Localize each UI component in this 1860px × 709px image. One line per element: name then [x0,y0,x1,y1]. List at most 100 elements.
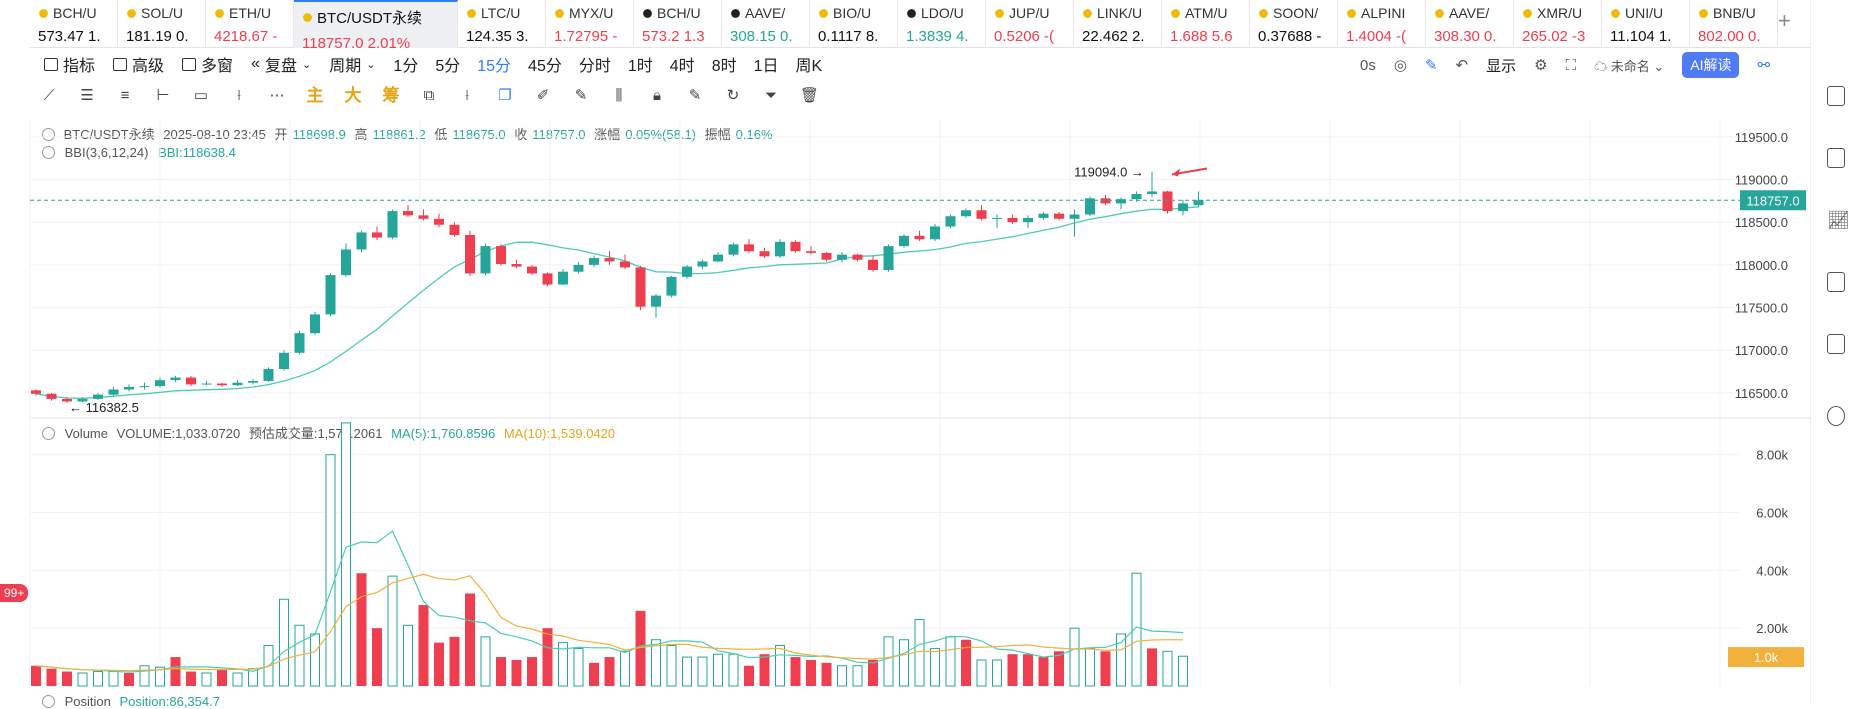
symbol-tab[interactable]: ALPINI 1.4004 -( [1338,0,1426,48]
volume-bar[interactable] [744,665,754,686]
symbol-tab[interactable]: AAVE/308.30 0. [1426,0,1514,48]
volume-bar[interactable] [883,636,894,687]
volume-bar[interactable] [31,665,41,686]
candle-body[interactable] [713,254,723,262]
period-dropdown[interactable]: 周期 ⌄ [329,52,375,76]
candle-body[interactable] [201,383,212,385]
volume-bar[interactable] [604,657,615,686]
volume-bar[interactable] [666,645,677,687]
big-order-button[interactable]: 大 [344,86,362,105]
candle-body[interactable] [294,333,305,353]
candle-body[interactable] [837,254,847,260]
volume-bar[interactable] [310,633,320,687]
candle-body[interactable] [108,389,119,395]
volume-bar[interactable] [387,575,398,687]
volume-bar[interactable] [759,654,770,686]
volume-bar[interactable] [108,671,119,687]
symbol-tab[interactable]: BTC/USDT永续 118757.0 2.01% [294,0,458,48]
candle-body[interactable] [976,210,987,219]
candle-settings-icon[interactable]: ⫼ [615,87,623,104]
candle-body[interactable] [620,261,630,268]
volume-bar[interactable] [186,671,196,686]
volume-bar[interactable] [620,650,630,687]
candle-body[interactable] [139,386,150,388]
volume-bar[interactable] [1054,651,1064,686]
candle-body[interactable] [46,393,57,399]
candle-body[interactable] [465,235,475,274]
volume-bar[interactable] [279,598,289,687]
volume-bar[interactable] [945,636,956,687]
candle-body[interactable] [589,258,599,265]
volume-bar[interactable] [170,657,181,686]
volume-bar[interactable] [651,639,661,687]
timeframe-option[interactable]: 8时 [711,58,737,75]
volume-bar[interactable] [542,628,553,686]
bar-chart-icon[interactable] [1827,272,1845,292]
volume-bar[interactable] [899,639,909,687]
display-button[interactable]: 显示 [1486,57,1517,75]
symbol-tab[interactable]: MYX/U 1.72795 - [546,0,634,48]
symbol-tab[interactable]: SOL/U 181.19 0. [118,0,206,48]
candle-body[interactable] [759,251,770,257]
timeframe-option[interactable]: 45分 [528,58,562,75]
candle-body[interactable] [651,295,661,307]
candle-body[interactable] [77,398,88,402]
volume-bar[interactable] [1100,651,1111,686]
timeframe-option[interactable]: 4时 [669,58,695,75]
candle-body[interactable] [697,261,708,267]
replay-button[interactable]: «复盘 ⌄ [251,52,311,76]
candle-body[interactable] [217,383,227,386]
candle-body[interactable] [527,266,537,274]
candle-body[interactable] [403,211,413,216]
volume-bar[interactable] [496,657,506,686]
candle-body[interactable] [635,267,646,307]
cloud-layout-button[interactable]: ☁ 未命名 ⌄ [1594,58,1665,74]
candle-body[interactable] [852,254,863,260]
candle-body[interactable] [682,266,692,277]
candle-body[interactable] [1054,213,1064,219]
copy-icon[interactable]: ❐ [498,87,512,104]
volume-bar[interactable] [155,666,165,687]
volume-bar[interactable] [1131,572,1142,687]
volume-bar[interactable] [372,628,382,686]
volume-bar[interactable] [790,657,801,686]
chip-distribution-button[interactable]: 筹 [382,86,400,105]
pencil-icon[interactable]: ✎ [1424,57,1438,74]
main-indicator-button[interactable]: 主 [306,86,324,105]
symbol-tab[interactable]: ATM/U 1.688 5.6 [1162,0,1250,48]
trend-chart-icon[interactable]: 📈︎ [1827,210,1850,230]
rectangle-icon[interactable]: ▭ [193,87,209,104]
candle-body[interactable] [511,264,522,267]
candle-body[interactable] [155,380,165,387]
eye-icon[interactable] [42,128,55,141]
candle-body[interactable] [775,241,785,257]
candle-body[interactable] [1023,217,1033,223]
candle-body[interactable] [1178,203,1188,212]
volume-bar[interactable] [403,624,413,687]
volume-bar[interactable] [139,665,150,687]
volume-bar[interactable] [728,653,739,687]
multi-window-button[interactable]: 多窗 [182,52,233,76]
candle-body[interactable] [1038,213,1049,218]
candle-body[interactable] [1069,214,1080,219]
volume-bar[interactable] [961,639,971,686]
indicator-button[interactable]: 指标 [44,52,95,76]
volume-bar[interactable] [511,659,522,686]
volume-bar[interactable] [62,671,72,686]
candle-body[interactable] [418,215,429,219]
settings-icon[interactable]: ⚙ [1534,57,1548,74]
symbol-tab[interactable]: UNI/U 11.104 1. [1602,0,1690,48]
candle-body[interactable] [914,235,925,240]
candle-body[interactable] [434,218,444,225]
etf-icon[interactable] [1827,334,1845,354]
symbol-tab[interactable]: ETH/U 4218.67 - [206,0,294,48]
chart-canvas[interactable]: 119500.0 119000.0 118500.0 118000.0 117500.0… [0,0,1810,703]
candle-body[interactable] [604,258,615,262]
candle-body[interactable] [93,394,103,399]
candle-body[interactable] [899,235,909,247]
volume-bar[interactable] [852,665,863,687]
symbol-tab[interactable]: AAVE/308.15 0. [722,0,810,48]
volume-bar[interactable] [992,659,1002,687]
candle-body[interactable] [372,232,382,238]
candle-body[interactable] [945,216,956,227]
